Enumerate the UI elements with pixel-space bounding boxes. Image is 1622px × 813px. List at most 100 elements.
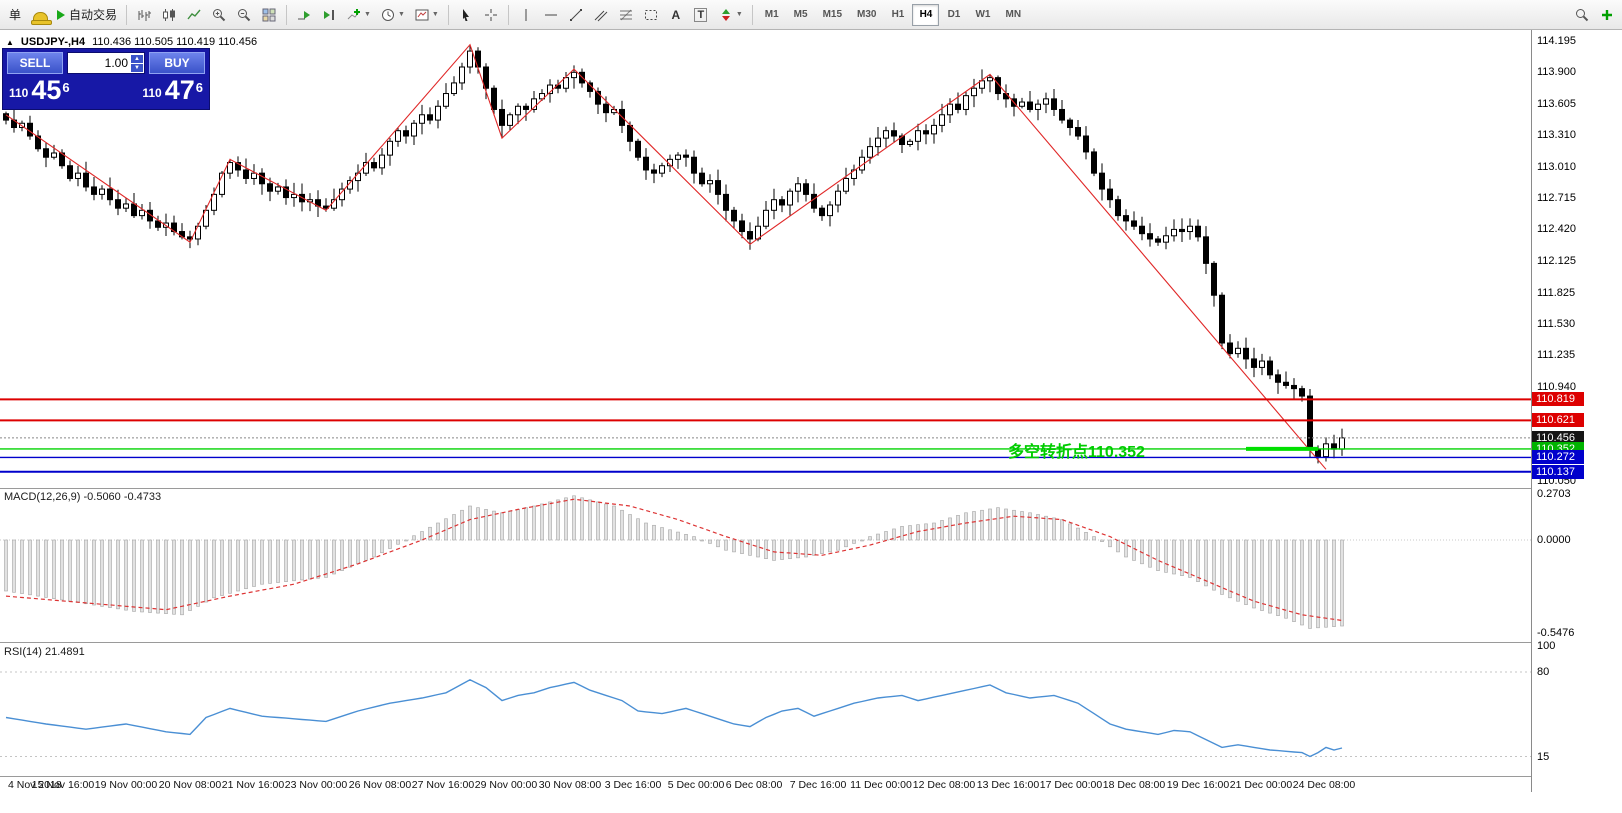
new-order-button[interactable]: 单 <box>3 3 27 27</box>
candlestick-chart-icon <box>163 8 176 21</box>
chart-shift-button[interactable] <box>317 3 341 27</box>
tile-windows-button[interactable] <box>257 3 281 27</box>
channel-tool-button[interactable] <box>589 3 613 27</box>
macd-label: MACD(12,26,9) -0.5060 -0.4733 <box>4 491 162 503</box>
timeframe-m30-button[interactable]: M30 <box>850 4 883 26</box>
turning-point-annotation: 多空转折点110.352 <box>1008 444 1145 461</box>
time-axis-label: 21 Dec 00:00 <box>1229 779 1293 791</box>
price-badge: 110.819 <box>1532 392 1584 407</box>
trendline-tool-button[interactable] <box>564 3 588 27</box>
macd-rsi-separator[interactable] <box>0 642 1622 643</box>
symbol-arrow-icon: ▲ <box>6 37 14 47</box>
label-tool-icon: T <box>694 7 708 22</box>
volume-input[interactable] <box>68 56 130 70</box>
sell-price: 110 45 6 <box>9 77 70 104</box>
price-axis-label: 113.310 <box>1537 128 1576 141</box>
price-badge: 110.272 <box>1532 450 1584 465</box>
price-badge: 110.621 <box>1532 413 1584 428</box>
text-tool-button[interactable]: A <box>664 3 688 27</box>
clock-icon <box>381 8 394 21</box>
horizontal-line-tool-button[interactable] <box>539 3 563 27</box>
time-axis-label: 3 Dec 16:00 <box>604 779 662 791</box>
buy-button[interactable]: BUY <box>149 52 205 74</box>
time-axis-label: 11 Dec 00:00 <box>850 779 912 791</box>
cursor-button[interactable] <box>454 3 478 27</box>
horizontal-line-icon <box>544 14 557 15</box>
toolbar-separator <box>751 4 753 25</box>
price-axis-label: 112.125 <box>1537 254 1576 267</box>
crosshair-button[interactable] <box>479 3 503 27</box>
buy-price: 110 47 6 <box>142 77 203 104</box>
timeframe-h1-button[interactable]: H1 <box>884 4 911 26</box>
line-chart-icon <box>187 9 201 19</box>
timeframe-d1-button[interactable]: D1 <box>940 4 967 26</box>
one-click-trading-panel: SELL ▲ ▼ BUY 110 45 6 110 47 6 <box>2 48 210 110</box>
shapes-tool-button[interactable] <box>639 3 663 27</box>
add-symbol-button[interactable] <box>1595 3 1619 27</box>
timeframe-w1-button[interactable]: W1 <box>968 4 997 26</box>
time-axis-label: 27 Nov 16:00 <box>411 779 475 791</box>
volume-down-icon[interactable]: ▼ <box>131 63 143 72</box>
label-tool-button[interactable]: T <box>689 3 713 27</box>
toolbar-separator <box>126 4 128 25</box>
plus-icon <box>1602 9 1612 20</box>
volume-box: ▲ ▼ <box>67 52 145 74</box>
price-axis-label: 110.940 <box>1537 380 1576 393</box>
rsi-label: RSI(14) 21.4891 <box>4 646 85 658</box>
rsi-indicator-layer <box>0 671 1531 758</box>
autoscroll-button[interactable] <box>292 3 316 27</box>
price-axis-label: 111.235 <box>1537 349 1576 362</box>
time-axis-label: 19 Nov 00:00 <box>94 779 158 791</box>
templates-button[interactable]: ▼ <box>410 3 443 27</box>
zigzag-line-layer <box>5 43 1327 470</box>
periods-button[interactable]: ▼ <box>376 3 409 27</box>
timeframe-m15-button[interactable]: M15 <box>816 4 849 26</box>
autotrading-button[interactable]: 自动交易 <box>53 3 121 27</box>
zoom-in-button[interactable] <box>207 3 231 27</box>
timeframe-m1-button[interactable]: M1 <box>758 4 786 26</box>
arrows-tool-button[interactable]: ▼ <box>714 3 747 27</box>
bar-chart-button[interactable] <box>132 3 156 27</box>
fibonacci-icon <box>619 9 632 20</box>
indicators-button[interactable]: ▼ <box>342 3 375 27</box>
time-axis-label: 30 Nov 08:00 <box>538 779 602 791</box>
sell-button[interactable]: SELL <box>7 52 63 74</box>
fibonacci-tool-button[interactable] <box>614 3 638 27</box>
price-axis[interactable]: 114.195 113.900 113.605 113.310 113.010 112.7… <box>1531 30 1622 792</box>
autotrading-label: 自动交易 <box>69 8 118 22</box>
dropdown-caret-icon: ▼ <box>431 11 439 18</box>
timeframe-mn-button[interactable]: MN <box>998 4 1028 26</box>
main-toolbar: 单 自动交易 ▼ ▼ ▼ A T ▼ M1 M5 M15 M30 H1 H4 D1 W1 MN <box>0 0 1622 30</box>
zoom-out-button[interactable] <box>232 3 256 27</box>
candlestick-chart-button[interactable] <box>157 3 181 27</box>
price-axis-label: 111.530 <box>1537 317 1576 330</box>
volume-up-icon[interactable]: ▲ <box>131 54 143 63</box>
line-chart-button[interactable] <box>182 3 206 27</box>
dropdown-caret-icon: ▼ <box>735 11 743 18</box>
tile-windows-icon <box>262 8 276 21</box>
search-icon <box>1576 8 1589 21</box>
vertical-line-tool-button[interactable] <box>514 3 538 27</box>
chart-header: ▲ USDJPY-,H4 110.436 110.505 110.419 110… <box>6 36 257 48</box>
chart-macd-separator[interactable] <box>0 488 1622 489</box>
toolbar-separator <box>507 4 509 25</box>
buy-price-handle: 110 <box>142 86 162 100</box>
time-axis[interactable]: 4 Nov 2018 15 Nov 16:00 19 Nov 00:00 20 Nov… <box>0 776 1531 792</box>
time-axis-label: 21 Nov 16:00 <box>221 779 285 791</box>
crosshair-icon <box>484 8 497 21</box>
expert-advisors-button[interactable] <box>28 3 52 27</box>
zoom-out-icon <box>238 8 251 21</box>
chart-symbol-label: USDJPY-,H4 <box>20 36 86 48</box>
add-indicator-icon <box>347 8 361 19</box>
timeframe-m5-button[interactable]: M5 <box>787 4 815 26</box>
dropdown-caret-icon: ▼ <box>397 11 405 18</box>
search-button[interactable] <box>1570 3 1594 27</box>
price-axis-label: 112.420 <box>1537 223 1576 236</box>
price-axis-label: 111.825 <box>1537 286 1576 299</box>
autoscroll-icon <box>298 10 311 19</box>
toolbar-separator <box>447 4 449 25</box>
time-axis-label: 29 Nov 00:00 <box>474 779 538 791</box>
timeframe-h4-button[interactable]: H4 <box>912 3 940 26</box>
time-axis-label: 13 Dec 16:00 <box>976 779 1040 791</box>
